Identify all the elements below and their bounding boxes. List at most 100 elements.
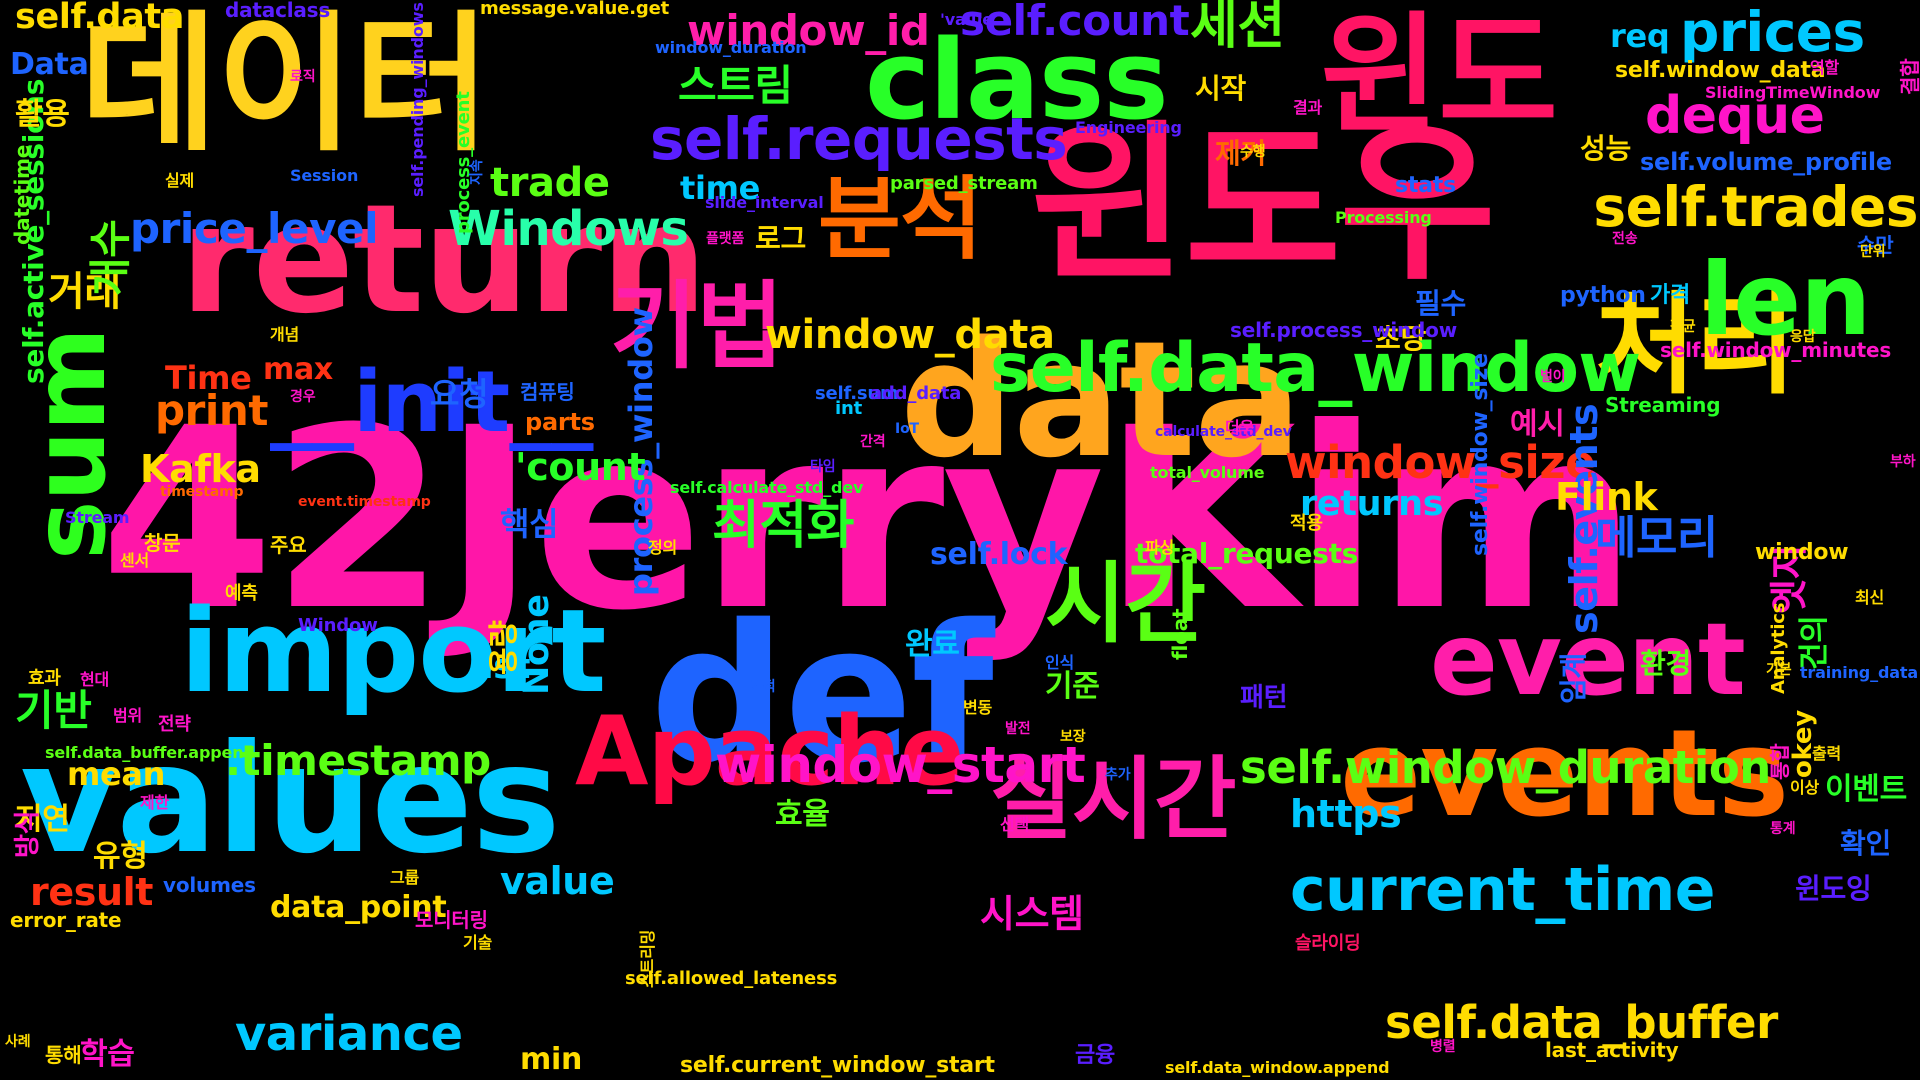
cloud-word: 정의 [648, 538, 678, 557]
cloud-word: value [500, 859, 615, 903]
cloud-word: 결과 [1293, 98, 1323, 117]
cloud-word: IoT [895, 421, 919, 437]
cloud-word: 데이터 [80, 0, 491, 172]
cloud-word: 결합 [1898, 58, 1920, 95]
cloud-word: 지연 [15, 802, 70, 837]
cloud-word: self.data_buffer [1385, 996, 1778, 1049]
cloud-word: 센서 [120, 551, 150, 570]
cloud-word: self.process_window [1230, 318, 1457, 342]
cloud-word: 효율 [775, 797, 830, 832]
cloud-word: time [680, 169, 761, 207]
cloud-word: price_level [130, 204, 379, 253]
cloud-word: self.calculate_std_dev [670, 478, 864, 497]
cloud-word: values [20, 713, 561, 887]
cloud-word: 로직 [290, 69, 316, 85]
cloud-word: 학습 [80, 1037, 135, 1072]
cloud-word: self.window_duration [1240, 741, 1771, 794]
cloud-word: 개념 [270, 325, 300, 344]
cloud-word: 유형 [93, 839, 148, 874]
cloud-word: data [900, 306, 1302, 493]
cloud-word: Analytics [1768, 602, 1789, 694]
cloud-word: Data [10, 47, 89, 82]
cloud-word: 타임 [810, 459, 836, 475]
cloud-word: result [30, 870, 154, 914]
cloud-word: 평균 [1670, 319, 1696, 335]
cloud-word: self.data_window [990, 329, 1641, 408]
cloud-word: last_activity [1545, 1038, 1679, 1062]
cloud-word: Kafka [140, 447, 261, 491]
cloud-word: volumes [163, 873, 256, 897]
cloud-word: Processing [1335, 208, 1432, 227]
cloud-word: 요청 [430, 375, 489, 413]
cloud-word: 처리 [1595, 281, 1796, 409]
cloud-word: 핵심 [500, 505, 559, 543]
cloud-word: self.count [960, 0, 1190, 45]
cloud-word: max [263, 352, 333, 387]
cloud-word: 활용 [15, 97, 70, 132]
cloud-word: 적용 [1290, 513, 1323, 534]
cloud-word: 예시 [1510, 407, 1565, 442]
cloud-word: 범위 [113, 706, 143, 725]
cloud-word: 초당 [1375, 322, 1426, 355]
cloud-word: deque [1645, 86, 1825, 146]
cloud-word: dataclass [225, 0, 331, 22]
cloud-word: def [650, 584, 994, 805]
cloud-word: class [865, 16, 1169, 144]
cloud-word: SlidingTimeWindow [1705, 83, 1881, 102]
cloud-word: 시간 [1045, 552, 1206, 655]
cloud-word: 간격 [860, 434, 886, 450]
cloud-word: 성능 [1580, 132, 1631, 165]
cloud-word: self.data_buffer.append [45, 743, 255, 762]
cloud-word: __init__ [270, 353, 593, 452]
cloud-word: 응답 [1790, 329, 1816, 345]
cloud-word: window_id [687, 6, 930, 55]
cloud-word: Session [290, 166, 359, 185]
cloud-word: self.allowed_lateness [625, 968, 838, 989]
cloud-word: https [1290, 792, 1402, 836]
cloud-word: 기적 [750, 679, 776, 695]
cloud-word: 방식 [13, 810, 43, 858]
cloud-word: 병렬 [1430, 1039, 1456, 1055]
cloud-word: 거래 [48, 269, 121, 315]
cloud-word: total_requests [1135, 537, 1359, 570]
cloud-word: prices [1680, 0, 1865, 64]
cloud-word: timestamp [160, 484, 244, 500]
cloud-word: .timestamp [225, 736, 491, 785]
cloud-word: window_duration [655, 38, 807, 57]
cloud-word: Time [165, 359, 252, 397]
cloud-word: 사례 [5, 1034, 31, 1050]
cloud-word: 보장 [1060, 729, 1086, 745]
cloud-word: 'value [940, 10, 993, 29]
cloud-word: 로그 [755, 222, 806, 255]
cloud-word: event [1430, 601, 1746, 718]
cloud-word: 모니터링 [415, 908, 488, 932]
cloud-word: 파싱 [1145, 538, 1175, 557]
cloud-word: 스트림 [678, 61, 793, 110]
cloud-word: window_size [1285, 436, 1596, 489]
cloud-word: 창문 [144, 531, 181, 555]
cloud-word: current_time [1290, 855, 1715, 925]
cloud-word: 기술 [463, 933, 493, 952]
cloud-word: self.volume_profile [1640, 148, 1892, 176]
cloud-word: 분석 [818, 167, 983, 272]
cloud-word: slide_interval [705, 193, 824, 212]
cloud-word: 건의 [1797, 615, 1832, 670]
cloud-word: 기법 [610, 272, 784, 382]
cloud-word: 슬라이딩 [1295, 933, 1361, 954]
cloud-word: 수행 [1240, 144, 1266, 160]
cloud-word: 출력 [1812, 744, 1842, 763]
cloud-word: float [1168, 608, 1192, 660]
cloud-word: 윈도 [1320, 0, 1558, 151]
cloud-word: 스트리밍 [638, 929, 657, 988]
cloud-word: 42JerryKim [100, 374, 1637, 665]
cloud-word: min [520, 1042, 583, 1077]
cloud-word: 개수 [86, 219, 135, 296]
cloud-word: self.current_window_start [680, 1053, 995, 1078]
cloud-word: 최적화 [712, 496, 854, 556]
cloud-word: 그룹 [390, 868, 420, 887]
cloud-word: trade [490, 160, 610, 206]
cloud-word: 임계 [1557, 653, 1590, 704]
cloud-word: 통합 [1768, 743, 1792, 780]
cloud-word: 필수 [1415, 287, 1466, 320]
cloud-word: 수만 [1857, 233, 1894, 257]
